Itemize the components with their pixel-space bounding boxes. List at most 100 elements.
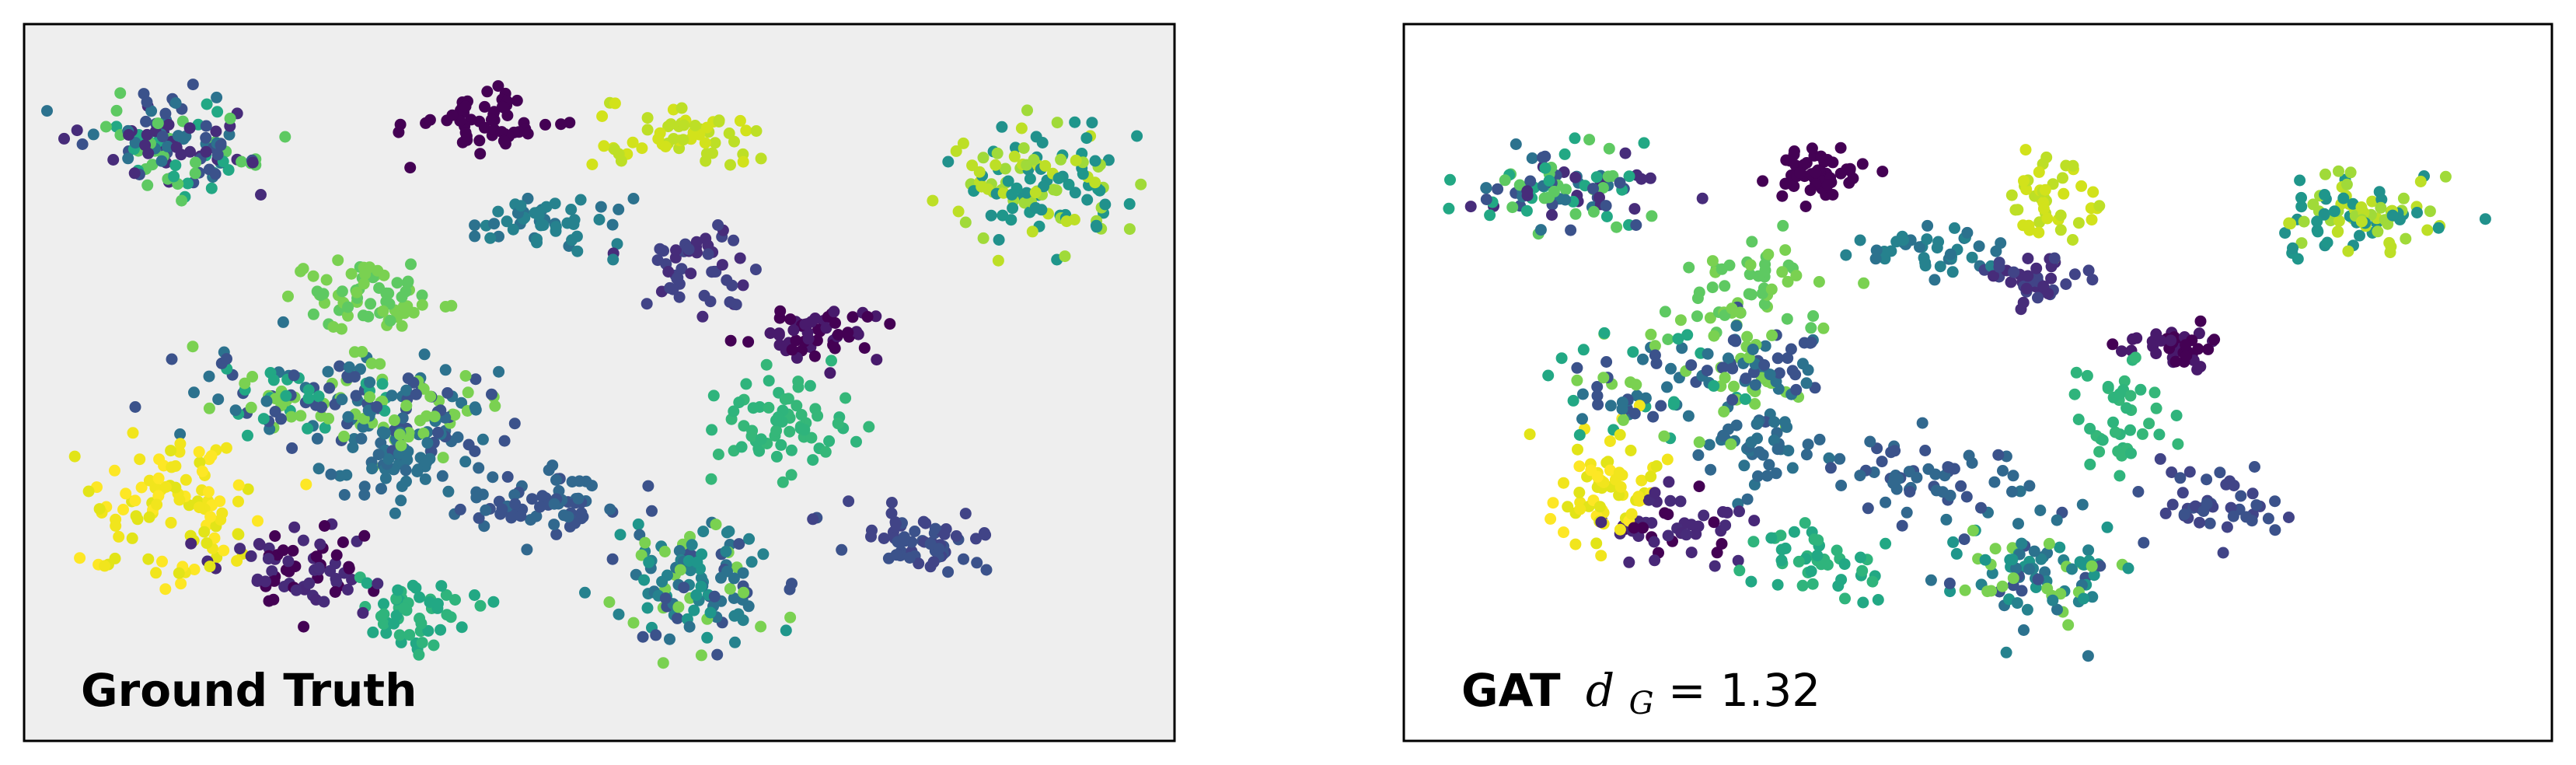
scatter-point — [1719, 372, 1731, 384]
scatter-point — [1890, 236, 1903, 248]
scatter-point — [1771, 578, 1784, 591]
scatter-point — [1604, 400, 1617, 412]
scatter-point — [277, 544, 289, 557]
scatter-point — [345, 267, 358, 280]
scatter-point — [2298, 215, 2310, 228]
scatter-point — [671, 273, 683, 285]
scatter-point — [174, 438, 187, 450]
scatter-point — [2246, 487, 2259, 500]
scatter-point — [439, 301, 452, 313]
scatter-point — [675, 102, 688, 114]
scatter-point — [2067, 234, 2079, 246]
scatter-point — [1762, 248, 1775, 260]
scatter-point — [303, 577, 316, 589]
scatter-point — [724, 334, 737, 347]
scatter-point — [2354, 229, 2365, 242]
scatter-point — [2008, 266, 2020, 278]
scatter-point — [774, 305, 787, 317]
scatter-point — [231, 555, 243, 567]
scatter-point — [1986, 567, 1998, 579]
scatter-point — [1716, 362, 1729, 374]
scatter-point — [1782, 445, 1795, 457]
scatter-point — [627, 193, 640, 204]
scatter-point — [1039, 159, 1052, 172]
scatter-point — [312, 390, 325, 403]
scatter-point — [1480, 182, 1492, 194]
scatter-point — [357, 606, 369, 619]
scatter-point — [129, 494, 141, 507]
scatter-point — [684, 564, 696, 577]
scatter-point — [159, 480, 172, 493]
scatter-point — [437, 452, 449, 464]
scatter-point — [1722, 352, 1734, 365]
scatter-point — [980, 564, 993, 576]
scatter-point — [1975, 501, 1987, 514]
scatter-point — [486, 388, 497, 400]
scatter-point — [2047, 594, 2059, 606]
scatter-point — [1781, 313, 1793, 325]
scatter-point — [470, 491, 483, 504]
scatter-point — [695, 649, 707, 662]
scatter-point — [314, 538, 326, 550]
scatter-point — [372, 578, 384, 590]
scatter-point — [643, 556, 655, 568]
scatter-point — [870, 310, 882, 323]
scatter-point — [1777, 219, 1789, 232]
scatter-point — [202, 486, 215, 498]
scatter-point — [1869, 253, 1882, 265]
scatter-point — [2045, 272, 2058, 285]
scatter-point — [203, 370, 215, 382]
scatter-point — [120, 487, 132, 500]
scatter-point — [2159, 507, 2172, 519]
scatter-point — [2194, 315, 2207, 327]
scatter-point — [456, 396, 468, 409]
scatter-point — [1901, 506, 1913, 519]
scatter-point — [2082, 544, 2095, 557]
scatter-point — [2041, 582, 2054, 595]
scatter-point — [2084, 458, 2096, 470]
scatter-point — [1614, 523, 1626, 536]
scatter-point — [526, 493, 538, 505]
scatter-point — [2193, 327, 2205, 340]
scatter-point — [683, 620, 696, 633]
scatter-point — [885, 497, 898, 508]
scatter-point — [667, 283, 679, 295]
scatter-point — [728, 405, 740, 417]
scatter-point — [1745, 436, 1757, 449]
scatter-point — [1480, 194, 1492, 205]
scatter-point — [182, 177, 194, 190]
scatter-point — [1603, 142, 1615, 155]
scatter-point — [1929, 274, 1941, 286]
scatter-point — [2204, 517, 2216, 529]
scatter-point — [2006, 554, 2019, 566]
scatter-point — [1930, 484, 1942, 497]
scatter-point — [285, 410, 298, 423]
scatter-point — [127, 427, 139, 439]
scatter-point — [215, 514, 227, 526]
scatter-point — [333, 360, 346, 372]
scatter-point — [1992, 449, 2005, 461]
scatter-point — [627, 617, 640, 629]
scatter-point — [2037, 280, 2050, 292]
scatter-point — [2057, 172, 2068, 184]
scatter-point — [113, 530, 125, 543]
scatter-point — [1661, 381, 1673, 393]
scatter-point — [770, 414, 782, 427]
scatter-point — [1543, 175, 1555, 187]
gat-title: GAT d G = 1.32 — [1461, 664, 1820, 725]
scatter-point — [1756, 287, 1768, 299]
scatter-point — [2030, 262, 2043, 274]
scatter-point — [2132, 486, 2145, 498]
scatter-point — [260, 395, 273, 407]
scatter-point — [641, 112, 654, 124]
scatter-point — [678, 119, 690, 131]
scatter-point — [1805, 322, 1817, 334]
scatter-point — [2269, 524, 2281, 536]
scatter-point — [165, 516, 177, 529]
scatter-point — [1090, 219, 1102, 232]
scatter-point — [1021, 104, 1033, 117]
scatter-point — [750, 125, 763, 137]
scatter-point — [358, 278, 370, 290]
scatter-point — [1719, 519, 1732, 532]
scatter-point — [166, 353, 178, 365]
